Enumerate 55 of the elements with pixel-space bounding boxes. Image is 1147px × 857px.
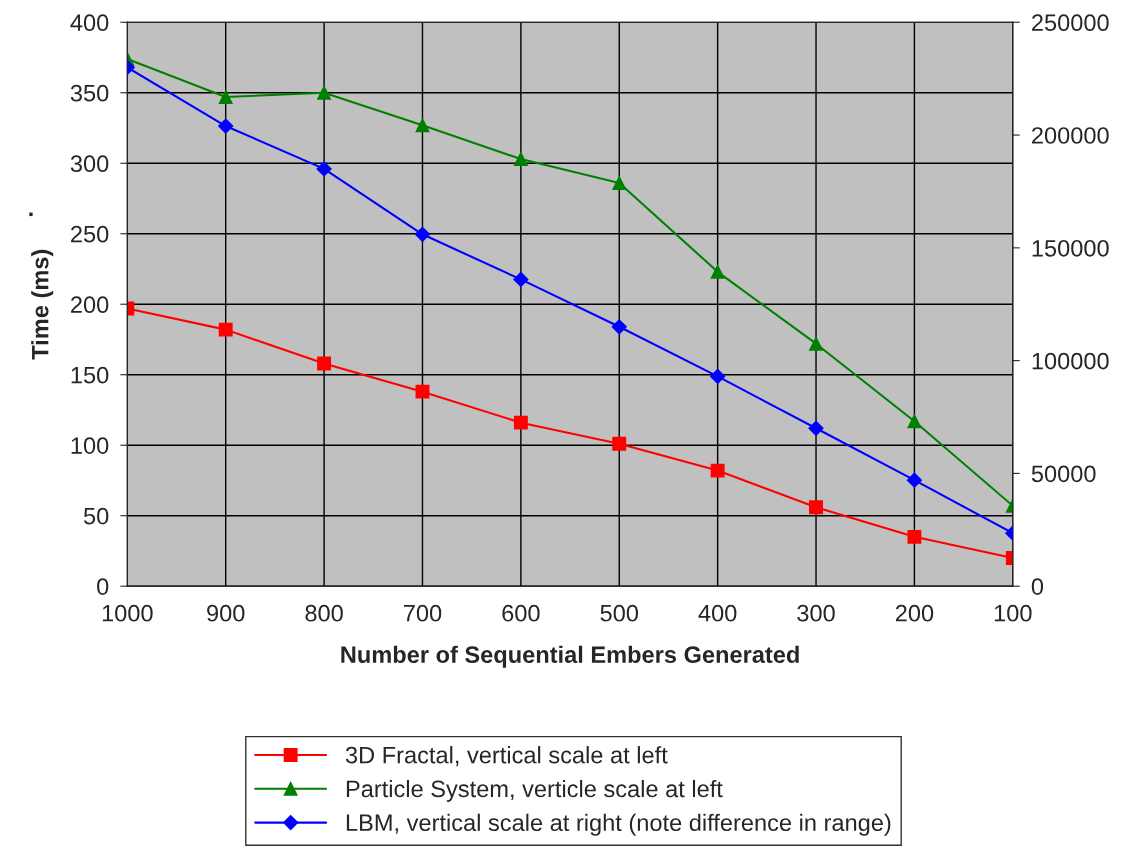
point bbox=[710, 463, 725, 478]
legend-label: Particle System, verticle scale at left bbox=[346, 779, 723, 802]
x-tick-label: 500 bbox=[600, 604, 639, 622]
point bbox=[513, 152, 528, 166]
y-tick-label: 400 bbox=[70, 14, 109, 32]
y2-tick-label: 200000 bbox=[1032, 127, 1109, 144]
x-tick-label: 1000 bbox=[102, 604, 153, 622]
point bbox=[809, 500, 823, 515]
point bbox=[710, 368, 726, 384]
legend-label: 3D Fractal, vertical scale at left bbox=[345, 746, 668, 767]
x-tick-label: 400 bbox=[698, 604, 737, 622]
x-tick-label: 300 bbox=[797, 604, 835, 622]
point bbox=[414, 226, 431, 242]
y2-tick-label: 250000 bbox=[1032, 14, 1109, 32]
y-tick-label: 300 bbox=[70, 155, 109, 173]
point bbox=[218, 322, 233, 337]
y-tick-label: 350 bbox=[70, 84, 109, 102]
point bbox=[710, 264, 725, 279]
y-axis-title: Time (ms) bbox=[31, 249, 54, 360]
point bbox=[612, 176, 627, 190]
text: . bbox=[29, 212, 33, 217]
x-tick-label: 800 bbox=[305, 604, 343, 622]
point bbox=[906, 472, 922, 488]
y-tick-label: 250 bbox=[71, 225, 109, 243]
point bbox=[809, 336, 823, 351]
y2-tick-label: 150000 bbox=[1032, 239, 1109, 257]
x-axis-title: Number of Sequential Embers Generated bbox=[341, 645, 799, 668]
point bbox=[316, 161, 332, 177]
x-tick-label: 100 bbox=[994, 604, 1032, 622]
x-tick-label: 700 bbox=[403, 604, 442, 622]
x-tick-label: 900 bbox=[207, 604, 245, 622]
x-tick-label: 200 bbox=[895, 604, 934, 622]
y-tick-label: 100 bbox=[71, 437, 109, 454]
point bbox=[513, 271, 529, 287]
y2-tick-label: 0 bbox=[1031, 578, 1044, 595]
point bbox=[513, 415, 528, 430]
point bbox=[611, 319, 627, 335]
y2-tick-label: 100000 bbox=[1032, 352, 1109, 370]
x-tick-label: 600 bbox=[502, 604, 540, 622]
y-tick-label: 200 bbox=[71, 296, 109, 314]
y-tick-label: 50 bbox=[83, 507, 109, 525]
point bbox=[808, 420, 824, 436]
legend-label: LBM, vertical scale at right (note difference in range) bbox=[346, 813, 891, 836]
y-tick-label: 0 bbox=[97, 578, 109, 595]
point bbox=[218, 118, 234, 134]
point bbox=[907, 414, 922, 429]
y2-tick-label: 50000 bbox=[1031, 465, 1096, 483]
point bbox=[907, 529, 922, 544]
point bbox=[415, 384, 430, 399]
point bbox=[612, 436, 627, 451]
point bbox=[317, 356, 332, 371]
point bbox=[415, 118, 430, 133]
point bbox=[317, 85, 332, 100]
y-tick-label: 150 bbox=[71, 366, 109, 384]
point bbox=[218, 90, 233, 104]
